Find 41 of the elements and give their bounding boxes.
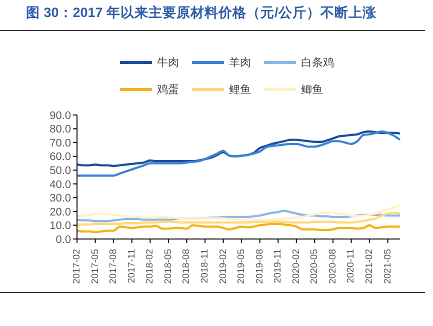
x-tick-label: 2017-08 <box>108 249 120 284</box>
x-tick-label: 2017-02 <box>72 249 82 284</box>
x-tick-label: 2020-11 <box>346 249 357 284</box>
x-tick-label: 2019-11 <box>272 249 284 284</box>
y-tick-label: 30.0 <box>50 192 71 205</box>
legend-label: 鸡蛋 <box>157 83 179 97</box>
y-tick-label: 10.0 <box>50 220 71 232</box>
x-tick-label: 2021-05 <box>382 249 394 284</box>
legend-label: 羊肉 <box>229 56 251 70</box>
legend-label: 鲫鱼 <box>301 83 323 97</box>
x-tick-label: 2018-05 <box>162 249 174 284</box>
legend-label: 牛肉 <box>157 56 179 70</box>
x-tick-label: 2019-08 <box>254 249 266 284</box>
x-tick-label: 2018-11 <box>199 249 210 284</box>
chart-title: 图 30：2017 年以来主要原材料价格（元/公斤）不断上涨 <box>26 4 378 22</box>
y-tick-label: 60.0 <box>50 151 71 164</box>
y-tick-label: 50.0 <box>50 165 71 178</box>
y-tick-label: 90.0 <box>50 110 71 122</box>
line-series <box>76 130 402 168</box>
x-tick-label: 2021-02 <box>364 249 376 284</box>
x-tick-label: 2018-02 <box>144 249 156 284</box>
y-tick-label: 70.0 <box>50 137 71 150</box>
legend-label: 白条鸡 <box>301 56 334 70</box>
line-series <box>76 210 402 222</box>
line-series <box>76 130 402 177</box>
x-tick-label: 2018-08 <box>181 249 192 284</box>
y-tick-label: 80.0 <box>50 124 71 136</box>
x-tick-label: 2017-11 <box>126 249 138 284</box>
x-tick-label: 2019-02 <box>218 249 229 284</box>
line-series <box>76 222 402 234</box>
y-tick-label: 0.0 <box>56 234 71 246</box>
x-tick-label: 2017-05 <box>90 249 101 284</box>
x-tick-label: 2020-02 <box>290 249 302 284</box>
line-series <box>76 204 402 221</box>
y-tick-label: 20.0 <box>50 206 71 218</box>
x-tick-label: 2019-05 <box>236 249 248 284</box>
legend-label: 鲤鱼 <box>229 83 251 97</box>
x-tick-label: 2020-08 <box>327 249 338 284</box>
y-tick-label: 40.0 <box>50 178 71 191</box>
line-series <box>76 212 402 226</box>
x-tick-label: 2020-05 <box>309 249 320 284</box>
